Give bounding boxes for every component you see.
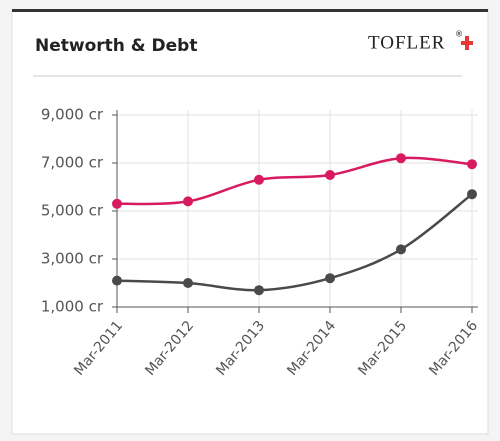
- logo-cross: [461, 36, 473, 50]
- data-point: [112, 275, 122, 286]
- y-tick-labels: 1,000 cr 3,000 cr 5,000 cr 7,000 cr 9,000 cr: [41, 106, 104, 316]
- y-tick-label: 9,000 cr: [41, 106, 104, 124]
- data-point: [325, 170, 335, 180]
- y-tick-label: 1,000 cr: [41, 298, 104, 316]
- data-point: [112, 198, 122, 209]
- data-point: [183, 196, 193, 207]
- card: [11, 9, 489, 435]
- data-point: [467, 159, 477, 170]
- data-point: [467, 189, 477, 200]
- y-tick-label: 5,000 cr: [41, 202, 104, 220]
- data-point: [325, 273, 335, 284]
- series-line: [116, 193, 473, 292]
- series-line: [116, 156, 473, 206]
- data-point: [396, 153, 406, 164]
- data-point: [254, 285, 264, 296]
- y-tick-label: 7,000 cr: [41, 154, 104, 172]
- y-tick-label: 3,000 cr: [41, 250, 104, 268]
- data-point: [254, 174, 264, 185]
- logo-mark: ®: [455, 30, 463, 39]
- data-point: [183, 278, 193, 288]
- chart-title: Networth & Debt: [35, 36, 197, 56]
- data-point: [396, 244, 406, 255]
- card-top-border: [12, 9, 488, 12]
- logo: TOFLER: [368, 32, 445, 53]
